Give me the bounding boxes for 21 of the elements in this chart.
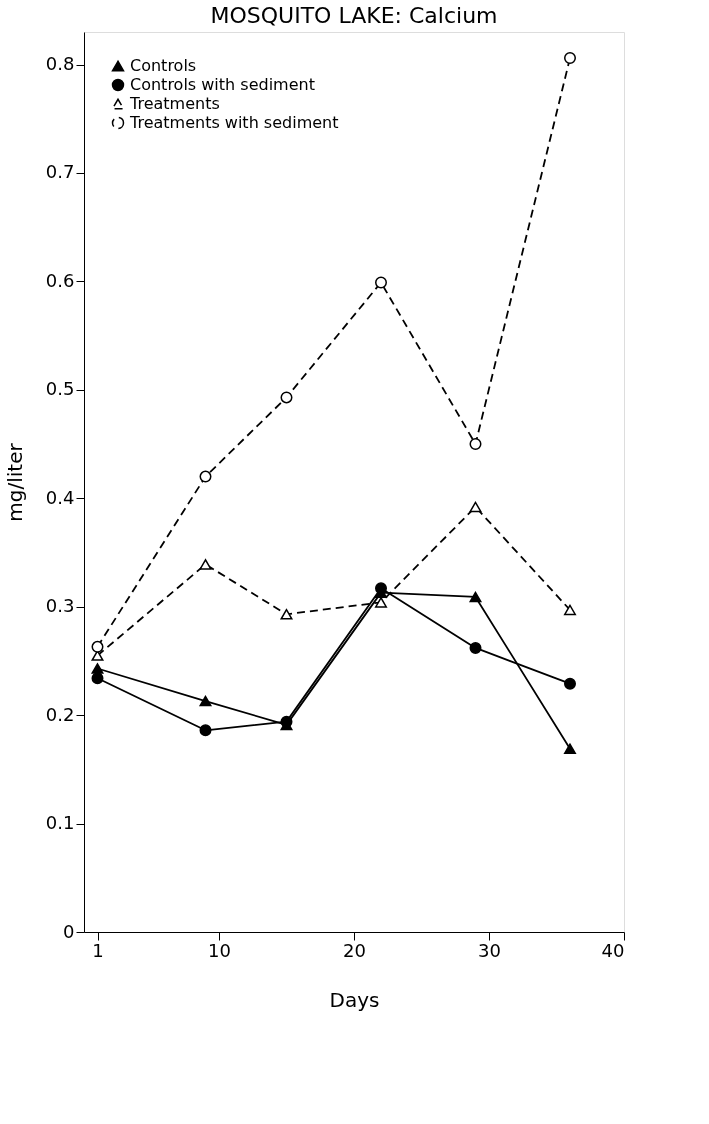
y-tick-label: 0.2 bbox=[45, 703, 75, 725]
x-tick-label: 10 bbox=[208, 939, 231, 961]
x-axis-title: Days bbox=[329, 987, 380, 1012]
legend-label: Controls with sediment bbox=[130, 75, 315, 94]
x-tick-label: 20 bbox=[343, 939, 366, 961]
y-tick-label: 0.8 bbox=[45, 53, 75, 75]
legend-label: Treatments bbox=[129, 94, 220, 113]
legend-label: Controls bbox=[130, 56, 197, 75]
x-tick-label: 1 bbox=[92, 939, 104, 961]
chart-title: MOSQUITO LAKE: Calcium bbox=[210, 3, 498, 28]
y-tick-label: 0.7 bbox=[45, 161, 75, 183]
y-tick-label: 0.5 bbox=[45, 378, 75, 400]
x-tick-label: 40 bbox=[601, 939, 625, 961]
y-tick-label: 0.6 bbox=[45, 269, 75, 291]
y-tick-label: 0.4 bbox=[45, 486, 75, 508]
y-tick-label: 0 bbox=[63, 920, 75, 942]
y-tick-label: 0.1 bbox=[45, 812, 75, 834]
legend-label: Treatments with sediment bbox=[129, 113, 339, 132]
x-tick-label: 30 bbox=[478, 939, 501, 961]
y-tick-label: 0.3 bbox=[45, 595, 75, 617]
y-axis-title: mg/liter bbox=[2, 442, 27, 522]
